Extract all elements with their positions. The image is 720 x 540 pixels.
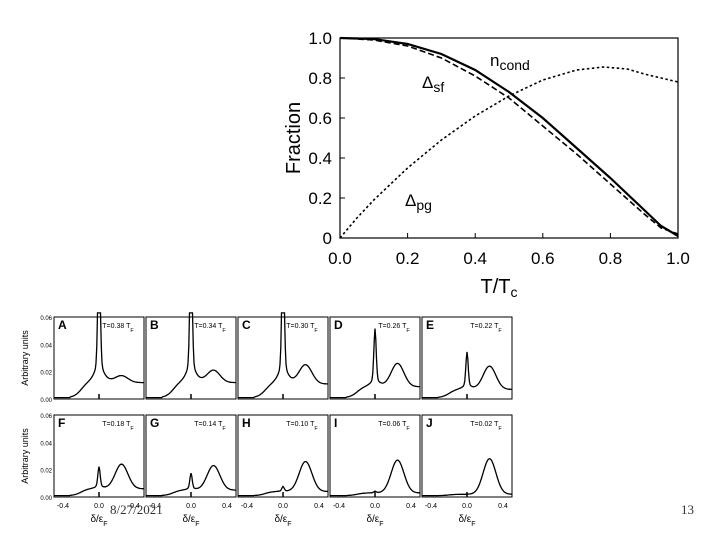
panel-x-tick-label: 0.4 <box>314 503 324 510</box>
panel-y-tick-label: 0.00 <box>40 398 52 404</box>
footer-date: 8/27/2021 <box>110 502 163 517</box>
x-tick-label: 0.8 <box>599 249 623 268</box>
spectrum-curve <box>146 464 236 497</box>
panel-x-tick-label: 0.4 <box>130 503 140 510</box>
panel-y-tick-label: 0.02 <box>40 469 52 475</box>
panel-temperature: T=0.06 TF <box>378 421 410 432</box>
panel-x-tick-label: -0.4 <box>57 503 69 510</box>
panel-x-tick-label: 0.4 <box>498 503 508 510</box>
panel-y-tick-label: 0.02 <box>40 371 52 377</box>
panel-x-tick-label: 0.0 <box>278 503 288 510</box>
panel-x-tick-label: 0.0 <box>94 503 104 510</box>
panel-x-tick-label: -0.4 <box>241 503 253 510</box>
series-line-delta_sf <box>339 37 679 235</box>
panel-x-axis-label: δ/εF <box>366 514 383 528</box>
panel-letter: I <box>334 416 337 430</box>
x-tick-label: 0.4 <box>463 249 487 268</box>
panel-x-axis-label: δ/εF <box>182 514 199 528</box>
panel-x-tick-label: 0.0 <box>370 503 380 510</box>
series-line-delta_pg <box>339 66 679 239</box>
panel-y-tick-label: 0.04 <box>40 343 52 349</box>
y-tick-label: 0.4 <box>308 149 332 168</box>
panel-x-tick-label: -0.4 <box>149 503 161 510</box>
spectrum-curve <box>422 351 512 399</box>
y-axis-label: Fraction <box>283 102 305 174</box>
panel-letter: H <box>242 416 251 430</box>
panel-y-tick-label: 0.06 <box>40 414 52 420</box>
x-tick-label: 1.0 <box>666 249 690 268</box>
panel-temperature: T=0.18 TF <box>102 421 134 432</box>
panel-y-tick-label: 0.04 <box>40 441 52 447</box>
y-tick-label: 1.0 <box>308 29 332 48</box>
panel-x-tick-label: 0.0 <box>462 503 472 510</box>
panel-x-tick-label: -0.4 <box>333 503 345 510</box>
panel-letter: A <box>58 318 67 332</box>
panel-letter: D <box>334 318 343 332</box>
spectrum-curve <box>422 457 512 497</box>
fraction-chart: 0.0 0.2 0.4 0.6 0.8 1.0 0 0.2 0.4 0.6 0.8 1.0 Fracti… <box>283 29 690 300</box>
panel-temperature: T=0.10 TF <box>286 421 318 432</box>
spectrum-curve <box>54 312 144 399</box>
panel-y-axis-label: Arbitrary units <box>20 428 30 484</box>
panel-letter: G <box>150 416 159 430</box>
y-tick-label: 0 <box>323 229 332 248</box>
x-axis-label: T/Tc <box>481 276 518 300</box>
panel-x-axis-label: δ/εF <box>90 514 107 528</box>
x-tick-label: 0.0 <box>328 249 352 268</box>
panel-x-tick-label: -0.4 <box>425 503 437 510</box>
panel-temperature: T=0.26 TF <box>378 323 410 334</box>
footer-page-number: 13 <box>681 502 694 517</box>
panel-x-tick-label: 0.4 <box>406 503 416 510</box>
panel-temperature: T=0.14 TF <box>194 421 226 432</box>
y-tick-label: 0.2 <box>308 189 332 208</box>
plot-frame <box>339 37 679 239</box>
x-tick-label: 0.2 <box>396 249 420 268</box>
spectrum-curve <box>238 460 329 497</box>
panel-y-tick-label: 0.06 <box>40 316 52 322</box>
series-label-n_cond: ncond <box>490 51 530 73</box>
panel-x-tick-label: 0.4 <box>222 503 232 510</box>
panel-x-axis-label: δ/εF <box>274 514 291 528</box>
panel-letter: J <box>426 416 433 430</box>
series-label-delta_pg: Δpg <box>405 191 432 213</box>
panel-x-tick-label: 0.0 <box>186 503 196 510</box>
series-label-delta_sf: Δsf <box>422 73 444 95</box>
panel-temperature: T=0.38 TF <box>102 323 134 334</box>
panel-x-axis-label: δ/εF <box>458 514 475 528</box>
panel-temperature: T=0.34 TF <box>194 323 226 334</box>
spectrum-curve <box>146 312 236 399</box>
spectrum-curve <box>330 328 421 399</box>
panel-letter: B <box>150 318 159 332</box>
x-tick-label: 0.6 <box>531 249 555 268</box>
spectrum-curve <box>238 312 328 399</box>
panel-letter: C <box>242 318 251 332</box>
panel-temperature: T=0.02 TF <box>470 421 502 432</box>
panel-letter: E <box>426 318 434 332</box>
y-tick-label: 0.6 <box>308 109 332 128</box>
series-line-n_cond <box>339 36 679 237</box>
panel-letter: F <box>58 416 65 430</box>
panel-temperature: T=0.30 TF <box>286 323 318 334</box>
y-tick-label: 0.8 <box>308 69 332 88</box>
panel-y-tick-label: 0.00 <box>40 496 52 502</box>
spectrum-curve <box>330 459 420 497</box>
spectrum-curve <box>54 463 145 497</box>
panel-y-axis-label: Arbitrary units <box>20 330 30 386</box>
spectra-panel-grid: Arbitrary units 0.06 0.04 0.02 0.00 Arbitrary… <box>20 312 513 528</box>
panel-temperature: T=0.22 TF <box>470 323 502 334</box>
